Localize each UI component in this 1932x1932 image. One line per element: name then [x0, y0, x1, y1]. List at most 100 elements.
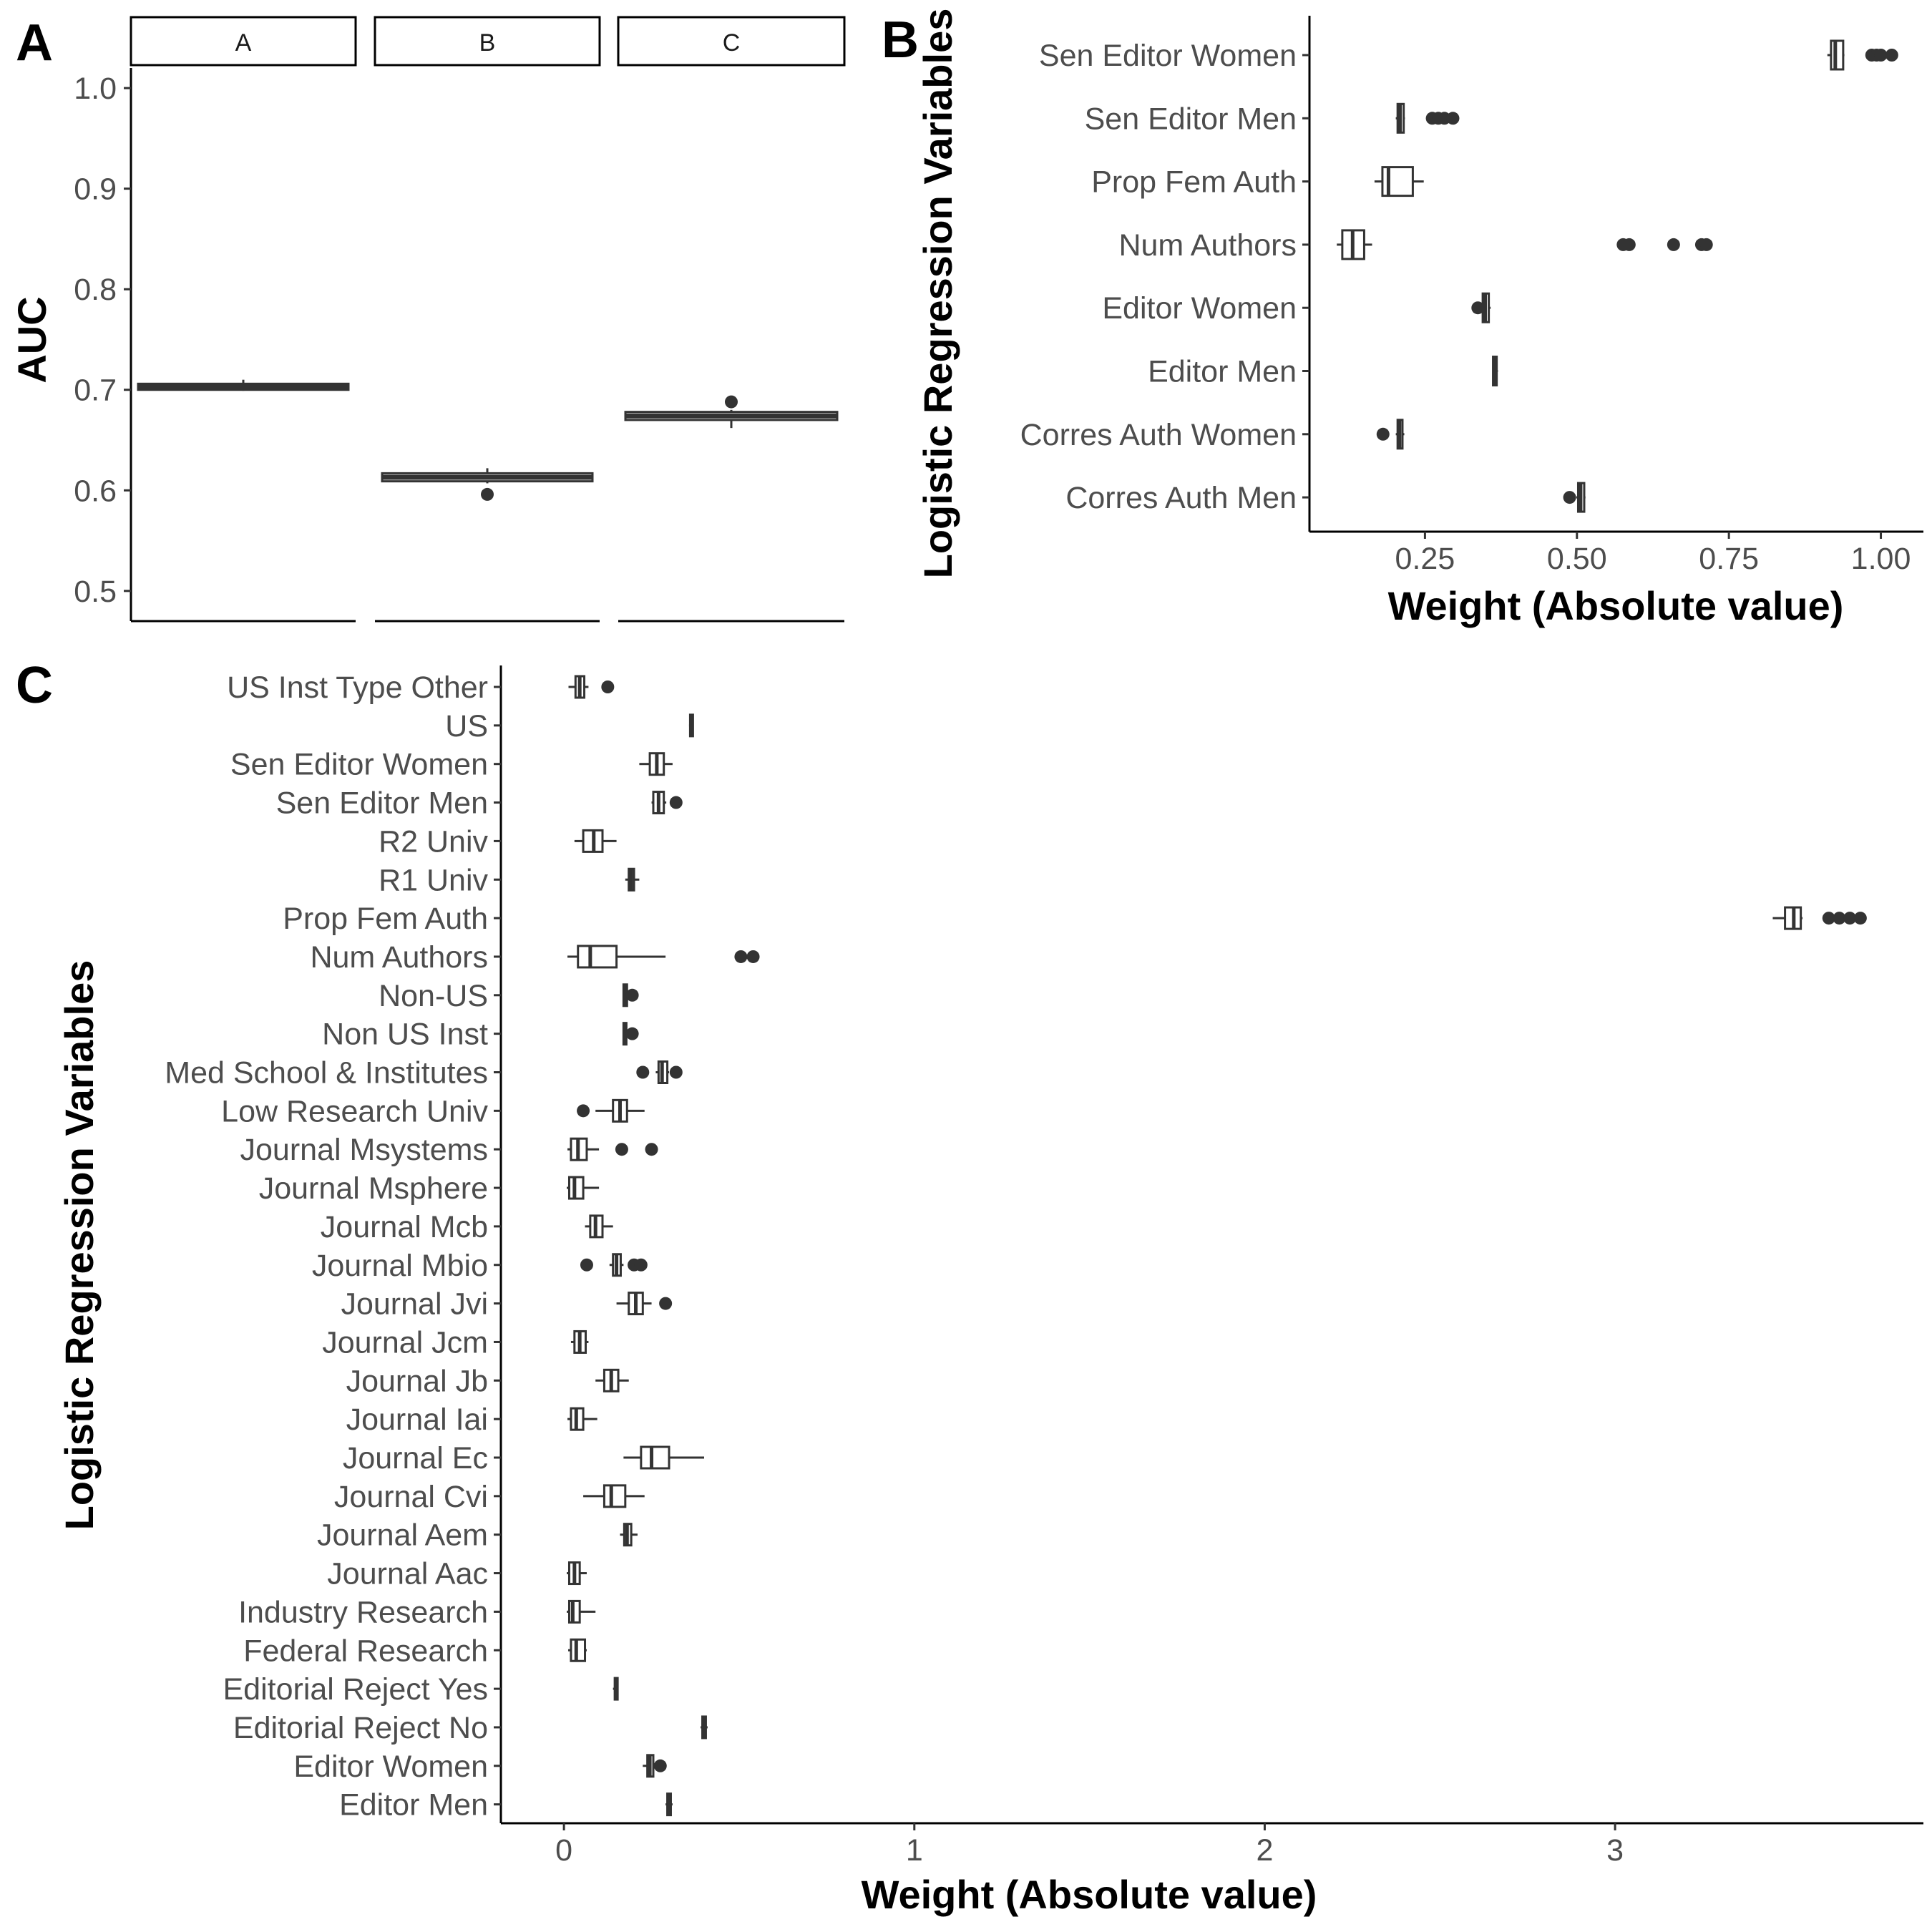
panel-c-category-label: Med School & Institutes — [165, 1056, 488, 1091]
panel-c-y-axis-title: Logistic Regression Variables — [57, 960, 102, 1531]
panel-c-category-label: Journal Mbio — [312, 1249, 488, 1283]
panel-c-box — [602, 1484, 627, 1508]
panel-c: 0 1 2 3 US Inst Type Other US Sen Editor Women… — [165, 665, 1923, 1868]
panel-c-category-label: Journal Mcb — [321, 1210, 488, 1244]
panel-c-x-tick-label: 1 — [906, 1833, 923, 1868]
panel-b-category-label: Editor Women — [1102, 291, 1297, 326]
panel-c-category-label: Journal Aem — [317, 1518, 488, 1553]
panel-c-category-label: Editorial Reject Yes — [223, 1672, 489, 1707]
panel-a-y-tick-label: 0.5 — [74, 575, 117, 609]
panel-b-box-outlier — [1446, 112, 1460, 125]
panel-a-facet-strip — [374, 16, 601, 67]
panel-b-box-outlier — [1699, 238, 1713, 251]
panel-c-category-label: Journal Msystems — [240, 1133, 488, 1167]
panel-c-category-label: Journal Jb — [346, 1364, 488, 1398]
panel-b-x-tick-label: 0.75 — [1699, 542, 1759, 576]
panel-c-category-label: Editor Men — [339, 1788, 488, 1823]
panel-a-facet-label: C — [723, 29, 741, 57]
panel-c-category-label: Journal Msphere — [259, 1171, 488, 1206]
panel-c-category-label: Journal Cvi — [334, 1480, 488, 1514]
panel-c-category-label: Num Authors — [310, 940, 488, 975]
panel-c-box-outlier — [615, 1143, 628, 1156]
panel-c-category-label: Low Research Univ — [221, 1094, 488, 1128]
panel-c-category-label: Prop Fem Auth — [283, 902, 488, 936]
panel-a-facet-strip — [130, 16, 357, 67]
panel-c-category-label: Journal Ec — [343, 1441, 488, 1475]
panel-b-category-label: Prop Fem Auth — [1091, 165, 1297, 200]
panel-c-box-outlier — [746, 950, 760, 963]
panel-b-x-tick-label: 0.25 — [1395, 542, 1455, 576]
panel-label-a: A — [16, 14, 53, 72]
panel-c-category-label: Non US Inst — [322, 1018, 488, 1052]
panel-c-category-label: R2 Univ — [379, 824, 488, 859]
panel-c-box-outlier — [669, 1065, 683, 1079]
panel-c-box-outlier — [1822, 912, 1835, 925]
panel-b-category-label: Editor Men — [1148, 355, 1297, 389]
panel-a-y-tick-label: 1.0 — [74, 72, 117, 106]
panel-b-box-outlier — [1874, 49, 1888, 62]
panel-c-category-label: Non-US — [379, 979, 488, 1013]
panel-b-box-outlier — [1667, 238, 1680, 251]
panel-c-x-tick-label: 0 — [555, 1833, 572, 1868]
panel-c-category-label: Journal Jcm — [322, 1325, 488, 1360]
panel-b-category-label: Corres Auth Women — [1020, 418, 1297, 452]
panel-label-c: C — [16, 657, 53, 714]
panel-c-box-outlier — [669, 796, 683, 809]
panel-b-box-outlier — [1471, 301, 1485, 315]
panel-b-category-label: Num Authors — [1118, 228, 1297, 263]
panel-c-category-label: Journal Jvi — [341, 1287, 488, 1322]
panel-c-category-label: US — [445, 709, 488, 743]
panel-c-box-outlier — [580, 1258, 593, 1272]
panel-c-x-axis-title: Weight (Absolute value) — [862, 1872, 1317, 1917]
panel-c-box-outlier — [625, 1027, 639, 1040]
panel-a-facet-label: B — [479, 29, 496, 57]
panel-b-box-outlier — [1563, 491, 1576, 504]
panel-label-b: B — [882, 11, 919, 69]
panel-c-box-outlier — [659, 1297, 673, 1310]
panel-b-box-outlier — [1376, 427, 1390, 441]
panel-c-box — [640, 1445, 670, 1470]
panel-c-box-outlier — [625, 988, 639, 1002]
panel-a-box-outlier — [481, 487, 494, 501]
panel-c-category-label: Sen Editor Men — [276, 786, 488, 821]
panel-c-box — [577, 945, 618, 969]
panel-a: 0.5 0.6 0.7 0.8 0.9 1.0 A B C — [74, 16, 846, 623]
panel-b-y-axis-title: Logistic Regression Variables — [915, 9, 960, 579]
panel-c-box-outlier — [601, 680, 615, 693]
panel-a-y-tick-label: 0.8 — [74, 273, 117, 307]
panel-c-box-outlier — [653, 1759, 667, 1772]
panel-a-y-tick-label: 0.6 — [74, 474, 117, 508]
panel-b-x-tick-label: 1.00 — [1851, 542, 1911, 576]
panel-c-category-label: Sen Editor Women — [230, 748, 488, 782]
panel-c-box-outlier — [1853, 912, 1867, 925]
panel-a-box-outlier — [725, 395, 738, 409]
panel-c-x-tick-label: 2 — [1256, 1833, 1273, 1868]
panel-a-y-axis-title: AUC — [9, 296, 54, 383]
panel-a-y-tick-label: 0.9 — [74, 172, 117, 207]
panel-c-category-label: Journal Aac — [327, 1557, 488, 1591]
panel-b-box-outlier — [1622, 238, 1636, 251]
panel-a-facet-strip — [617, 16, 846, 67]
panel-a-facet-label: A — [235, 29, 252, 57]
panel-c-x-tick-label: 3 — [1606, 1833, 1624, 1868]
panel-b-x-tick-label: 0.50 — [1547, 542, 1607, 576]
panel-c-category-label: R1 Univ — [379, 863, 488, 897]
panel-c-category-label: Industry Research — [238, 1595, 488, 1629]
panel-b-x-axis-title: Weight (Absolute value) — [1388, 583, 1844, 628]
panel-c-box-outlier — [734, 950, 748, 963]
panel-b-category-label: Sen Editor Men — [1085, 102, 1297, 136]
panel-b-box — [1830, 39, 1845, 71]
panel-b-category-label: Corres Auth Men — [1065, 481, 1297, 515]
panel-b: 0.25 0.50 0.75 1.00 Sen Editor Women Sen Edit… — [1020, 16, 1923, 576]
panel-c-category-label: Editorial Reject No — [233, 1711, 488, 1745]
panel-c-category-label: Journal Iai — [346, 1402, 488, 1437]
panel-b-category-label: Sen Editor Women — [1039, 39, 1297, 73]
panel-c-box-outlier — [1843, 912, 1857, 925]
panel-b-box-outlier — [1885, 49, 1898, 62]
panel-c-box-outlier — [645, 1143, 658, 1156]
panel-c-category-label: US Inst Type Other — [227, 670, 488, 705]
panel-c-box-outlier — [636, 1065, 650, 1079]
panel-c-box-outlier — [1833, 912, 1846, 925]
panel-c-category-label: Federal Research — [243, 1634, 488, 1668]
